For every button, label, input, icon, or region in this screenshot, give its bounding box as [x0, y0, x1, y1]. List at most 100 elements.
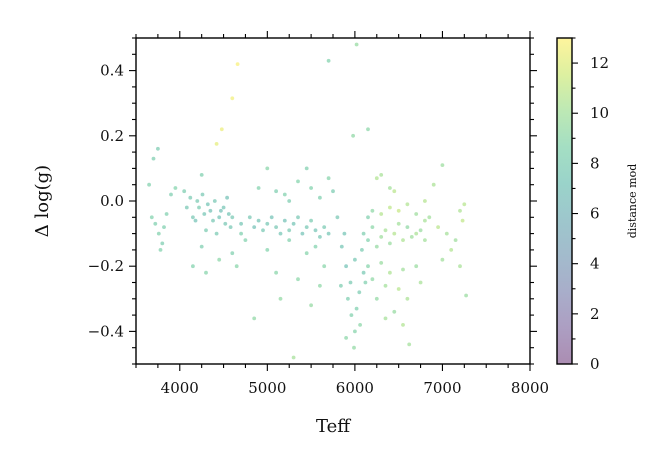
scatter-point — [230, 251, 235, 256]
x-tick-label: 7000 — [423, 379, 461, 397]
scatter-point — [360, 248, 364, 252]
x-tick-label: 8000 — [511, 379, 549, 397]
colorbar-tick-label: 8 — [590, 154, 600, 172]
scatter-point — [278, 231, 283, 236]
scatter-point — [458, 208, 462, 213]
scatter-point — [388, 241, 392, 246]
scatter-point — [405, 202, 410, 207]
scatter-point — [383, 283, 388, 288]
scatter-point — [173, 186, 178, 190]
scatter-point — [401, 323, 405, 327]
scatter-point — [423, 199, 427, 203]
scatter-point — [379, 173, 384, 177]
scatter-point — [383, 316, 388, 321]
scatter-point — [230, 215, 235, 220]
scatter-point — [164, 212, 169, 216]
scatter-point — [392, 309, 397, 314]
scatter-point — [344, 264, 348, 269]
scatter-point — [265, 166, 270, 171]
scatter-point — [366, 215, 370, 220]
colorbar-tick-label: 4 — [590, 255, 600, 273]
scatter-point — [431, 182, 436, 187]
scatter-point — [211, 218, 215, 223]
scatter-point — [191, 215, 195, 220]
scatter-point — [309, 303, 313, 308]
scatter-point — [191, 264, 195, 269]
scatter-point — [162, 225, 166, 230]
scatter-point — [239, 231, 244, 236]
scatter-point — [197, 205, 201, 210]
scatter-point — [228, 225, 233, 230]
scatter-point — [235, 62, 240, 66]
colorbar — [557, 38, 572, 364]
scatter-point — [287, 228, 292, 233]
scatter-point — [370, 277, 375, 282]
scatter-point — [379, 235, 384, 239]
scatter-point — [339, 244, 344, 249]
scatter-point — [153, 221, 158, 226]
scatter-point — [344, 336, 348, 340]
scatter-point — [300, 231, 305, 236]
scatter-point — [462, 202, 467, 207]
scatter-point — [309, 218, 313, 223]
x-tick-label: 6000 — [336, 379, 374, 397]
scatter-point — [427, 215, 432, 220]
scatter-point — [204, 270, 208, 275]
scatter-point — [379, 261, 384, 265]
scatter-point — [226, 212, 231, 216]
scatter-point — [204, 228, 208, 233]
scatter-point — [247, 215, 252, 220]
scatter-point — [342, 231, 347, 236]
scatter-point — [326, 58, 331, 63]
colorbar-ticks: 0 2 4 6 8 10 12 — [572, 37, 609, 373]
scatter-point — [449, 248, 454, 252]
scatter-point — [331, 189, 335, 194]
scatter-point — [200, 192, 205, 197]
scatter-point — [149, 215, 154, 220]
scatter-point — [318, 283, 322, 288]
scatter-point — [366, 264, 370, 269]
scatter-point — [291, 355, 296, 360]
scatter-point — [291, 221, 296, 226]
scatter-point — [436, 225, 440, 230]
scatter-point — [212, 199, 217, 203]
scatter-point — [217, 215, 222, 220]
scatter-point — [287, 238, 292, 243]
scatter-point — [357, 290, 362, 295]
scatter-point — [351, 133, 355, 138]
scatter-point — [326, 231, 331, 236]
scatter-point — [348, 280, 353, 285]
scatter-point — [278, 296, 283, 301]
scatter-point — [184, 205, 189, 210]
scatter-point — [234, 264, 239, 269]
scatter-point — [205, 202, 210, 207]
scatter-point — [304, 166, 309, 171]
scatter-point — [318, 195, 322, 200]
scatter-point — [353, 257, 357, 262]
scatter-point — [396, 208, 401, 213]
scatter-point — [296, 179, 300, 184]
scatter-point — [274, 189, 278, 194]
scatter-point — [401, 267, 405, 272]
scatter-point — [182, 189, 187, 194]
colorbar-frame — [556, 37, 573, 365]
scatter-point — [349, 313, 354, 317]
scatter-point — [392, 189, 397, 194]
scatter-point — [217, 257, 222, 262]
scatter-point — [252, 225, 257, 230]
scatter-point — [239, 221, 244, 226]
scatter-point — [414, 231, 419, 236]
scatter-point — [214, 231, 219, 236]
scatter-point — [414, 264, 419, 269]
scatter-point — [219, 208, 223, 213]
scatter-point — [423, 218, 427, 223]
scatter-point — [261, 228, 265, 233]
scatter-point — [304, 225, 309, 230]
y-tick-label: 0.4 — [100, 62, 124, 80]
scatter-point — [274, 270, 278, 275]
scatter-point — [358, 323, 362, 327]
colorbar-label: distance mod — [626, 164, 639, 239]
scatter-point — [252, 316, 257, 321]
colorbar-tick-label: 10 — [590, 104, 609, 122]
